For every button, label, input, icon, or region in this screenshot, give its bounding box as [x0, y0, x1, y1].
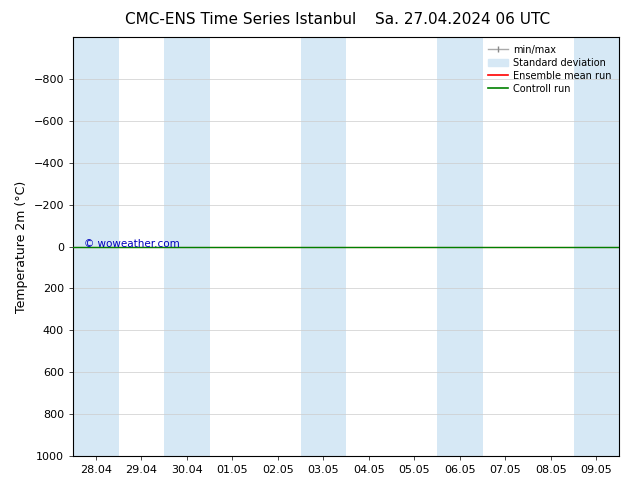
Bar	[574, 37, 619, 456]
Bar	[164, 37, 210, 456]
Text: Sa. 27.04.2024 06 UTC: Sa. 27.04.2024 06 UTC	[375, 12, 550, 27]
Bar	[301, 37, 346, 456]
Text: CMC-ENS Time Series Istanbul: CMC-ENS Time Series Istanbul	[126, 12, 356, 27]
Text: © woweather.com: © woweather.com	[84, 240, 180, 249]
Y-axis label: Temperature 2m (°C): Temperature 2m (°C)	[15, 180, 28, 313]
Legend: min/max, Standard deviation, Ensemble mean run, Controll run: min/max, Standard deviation, Ensemble me…	[486, 42, 614, 97]
Bar	[73, 37, 119, 456]
Bar	[437, 37, 482, 456]
